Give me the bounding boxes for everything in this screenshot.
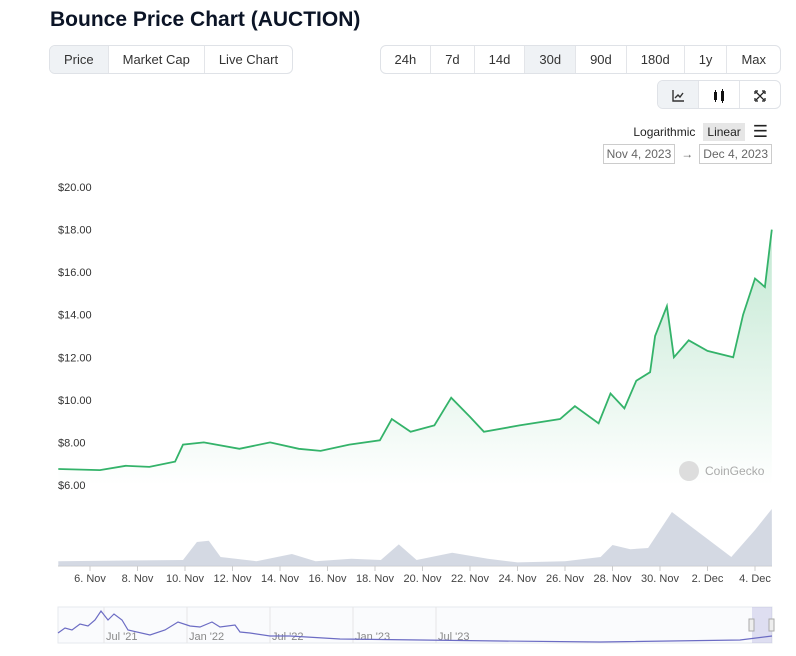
navigator[interactable] xyxy=(57,606,773,644)
linear-option[interactable]: Linear xyxy=(703,123,745,141)
x-tick-label: 6. Nov xyxy=(74,573,106,585)
price-area xyxy=(58,229,772,485)
arrow-icon: → xyxy=(681,147,694,161)
candlestick-icon[interactable] xyxy=(699,81,740,108)
navigator-selection[interactable] xyxy=(752,607,772,643)
navigator-label: Jul '22 xyxy=(272,631,303,643)
range-90d[interactable]: 90d xyxy=(576,46,627,73)
x-tick-label: 10. Nov xyxy=(166,573,204,585)
navigator-label: Jan '23 xyxy=(355,631,390,643)
x-tick-label: 14. Nov xyxy=(261,573,299,585)
tab-market-cap[interactable]: Market Cap xyxy=(109,46,205,73)
x-tick-label: 4. Dec xyxy=(739,573,771,585)
x-tick-label: 30. Nov xyxy=(641,573,679,585)
watermark: CoinGecko xyxy=(705,464,765,478)
date-from-input[interactable]: Nov 4, 2023 xyxy=(602,144,676,164)
x-tick-label: 28. Nov xyxy=(594,573,632,585)
range-14d[interactable]: 14d xyxy=(475,46,526,73)
range-180d[interactable]: 180d xyxy=(627,46,685,73)
y-tick-label: $12.00 xyxy=(58,352,92,364)
range-buttons: 24h 7d 14d 30d 90d 180d 1y Max xyxy=(379,45,781,74)
x-tick-label: 12. Nov xyxy=(214,573,252,585)
x-tick-label: 24. Nov xyxy=(499,573,537,585)
navigator-handle-left[interactable] xyxy=(748,618,755,632)
x-tick-label: 26. Nov xyxy=(546,573,584,585)
y-tick-label: $8.00 xyxy=(58,437,86,449)
date-to-input[interactable]: Dec 4, 2023 xyxy=(699,144,772,164)
chart-type-buttons xyxy=(657,80,781,109)
navigator-handle-right[interactable] xyxy=(768,618,775,632)
navigator-label: Jul '23 xyxy=(438,631,469,643)
x-tick-label: 22. Nov xyxy=(451,573,489,585)
line-chart-icon[interactable] xyxy=(658,81,699,108)
x-tick-label: 20. Nov xyxy=(404,573,442,585)
tab-price[interactable]: Price xyxy=(50,46,109,73)
fullscreen-icon[interactable] xyxy=(740,81,780,108)
scale-toggle: Logarithmic Linear ☰ xyxy=(629,120,772,144)
range-1y[interactable]: 1y xyxy=(685,46,728,73)
y-tick-label: $20.00 xyxy=(58,182,92,194)
navigator-label: Jan '22 xyxy=(189,631,224,643)
y-tick-label: $18.00 xyxy=(58,225,92,237)
navigator-line xyxy=(57,609,773,643)
x-tick-label: 18. Nov xyxy=(356,573,394,585)
range-7d[interactable]: 7d xyxy=(431,46,475,73)
date-range: Nov 4, 2023 → Dec 4, 2023 xyxy=(602,144,772,164)
x-tick-label: 2. Dec xyxy=(692,573,724,585)
y-tick-label: $10.00 xyxy=(58,395,92,407)
menu-icon[interactable]: ☰ xyxy=(752,122,768,141)
x-tick-label: 16. Nov xyxy=(309,573,347,585)
price-line xyxy=(58,229,773,472)
logarithmic-option[interactable]: Logarithmic xyxy=(633,125,696,139)
tab-live-chart[interactable]: Live Chart xyxy=(218,52,279,67)
range-max[interactable]: Max xyxy=(741,52,766,67)
x-tick-label: 8. Nov xyxy=(122,573,154,585)
y-tick-label: $16.00 xyxy=(58,267,92,279)
range-30d[interactable]: 30d xyxy=(525,46,577,73)
coingecko-logo xyxy=(679,461,699,481)
volume-area xyxy=(58,509,773,566)
range-24h[interactable]: 24h xyxy=(381,46,432,73)
page-title: Bounce Price Chart (AUCTION) xyxy=(50,8,361,31)
y-tick-label: $14.00 xyxy=(58,310,92,322)
view-tabs: Price Market Cap Live Chart xyxy=(49,45,294,74)
navigator-label: Jul '21 xyxy=(106,631,137,643)
